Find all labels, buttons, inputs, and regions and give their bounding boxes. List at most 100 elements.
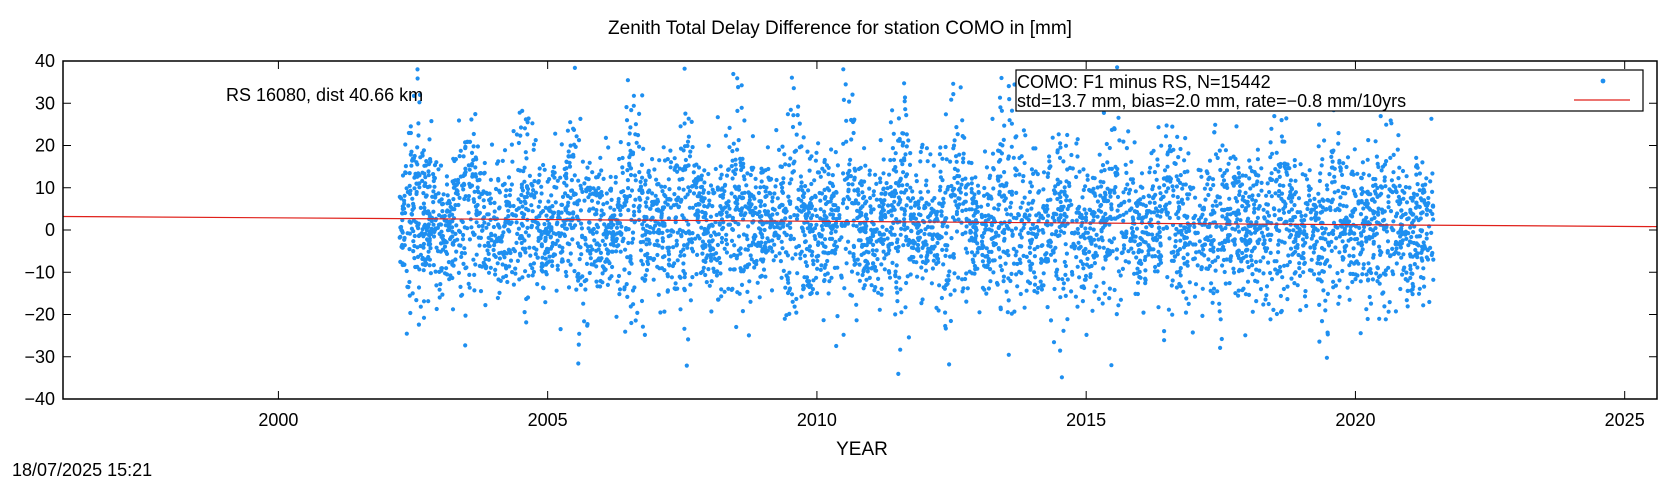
data-point <box>877 230 882 235</box>
data-point <box>1033 275 1038 280</box>
data-point <box>895 290 900 295</box>
data-point <box>811 258 816 263</box>
data-point <box>397 194 402 199</box>
data-point <box>937 236 942 241</box>
data-point <box>923 261 928 266</box>
data-point <box>1417 234 1423 239</box>
data-point <box>913 216 919 221</box>
data-point <box>891 131 896 136</box>
data-point <box>749 165 754 170</box>
data-point <box>1281 286 1286 292</box>
data-point <box>407 183 412 188</box>
data-point <box>537 172 542 177</box>
data-point <box>1261 255 1266 260</box>
data-point <box>570 237 575 242</box>
data-point <box>574 134 579 139</box>
data-point <box>633 178 638 183</box>
data-point <box>1009 121 1015 126</box>
data-point <box>1320 269 1325 274</box>
data-point <box>726 167 731 172</box>
data-point <box>1061 204 1066 209</box>
data-point <box>432 229 437 235</box>
data-point <box>673 215 679 220</box>
data-point <box>1035 172 1040 177</box>
data-point <box>752 233 757 238</box>
data-point <box>1224 168 1230 173</box>
data-point <box>1273 191 1278 196</box>
data-point <box>1146 193 1151 198</box>
data-point <box>691 191 697 196</box>
data-point <box>830 173 835 178</box>
data-point <box>1276 169 1281 174</box>
data-point <box>1326 232 1331 237</box>
data-point <box>1292 271 1297 276</box>
data-point <box>522 310 527 315</box>
data-point <box>456 118 462 123</box>
data-point <box>1114 247 1119 252</box>
data-point <box>431 263 436 268</box>
data-point <box>1220 240 1225 245</box>
data-point <box>860 272 865 278</box>
data-point <box>1211 286 1217 291</box>
data-point <box>937 283 942 288</box>
data-point <box>513 213 519 218</box>
data-point <box>911 241 917 246</box>
data-point <box>841 197 847 202</box>
data-point <box>398 234 403 239</box>
data-point <box>1245 259 1250 265</box>
data-point <box>1112 287 1117 293</box>
data-point <box>616 199 621 204</box>
data-point <box>701 215 706 220</box>
data-point <box>403 164 408 169</box>
data-point <box>1267 190 1272 195</box>
data-point <box>1413 247 1418 253</box>
data-point <box>719 287 724 292</box>
data-point <box>931 163 936 168</box>
data-point <box>954 229 960 234</box>
data-point <box>1384 159 1389 164</box>
data-point <box>915 225 920 230</box>
data-point <box>674 202 679 207</box>
data-point <box>762 209 768 214</box>
data-point <box>1153 264 1158 270</box>
data-point <box>1020 179 1025 184</box>
data-point <box>925 159 930 164</box>
data-point <box>1227 281 1232 286</box>
data-point <box>1185 196 1190 201</box>
data-point <box>1217 301 1222 306</box>
data-point <box>849 293 855 298</box>
data-point <box>917 235 923 240</box>
data-point <box>690 275 695 280</box>
data-point <box>815 170 821 175</box>
data-point <box>1299 255 1304 260</box>
data-point <box>784 313 789 318</box>
data-point <box>672 156 677 161</box>
data-point <box>1105 250 1110 255</box>
data-point <box>1185 263 1190 268</box>
data-point <box>662 268 667 273</box>
data-point <box>886 251 891 256</box>
data-point <box>820 166 825 171</box>
data-point <box>1062 192 1067 197</box>
data-point <box>829 230 834 236</box>
data-point <box>1140 185 1145 190</box>
data-point <box>827 236 833 241</box>
data-point <box>835 163 841 168</box>
data-point <box>559 231 564 236</box>
data-point <box>619 231 624 236</box>
data-point <box>696 175 701 180</box>
data-point <box>1165 178 1170 183</box>
data-point <box>548 209 553 214</box>
data-point <box>898 347 903 352</box>
data-point <box>745 289 750 294</box>
data-point <box>1209 212 1215 217</box>
data-point <box>560 202 565 207</box>
data-point <box>726 199 731 204</box>
data-point <box>931 246 936 251</box>
data-point <box>550 244 555 249</box>
data-point <box>674 243 679 248</box>
data-point <box>1092 210 1097 215</box>
data-point <box>410 207 415 212</box>
data-point <box>989 223 995 228</box>
data-point <box>1049 232 1055 237</box>
